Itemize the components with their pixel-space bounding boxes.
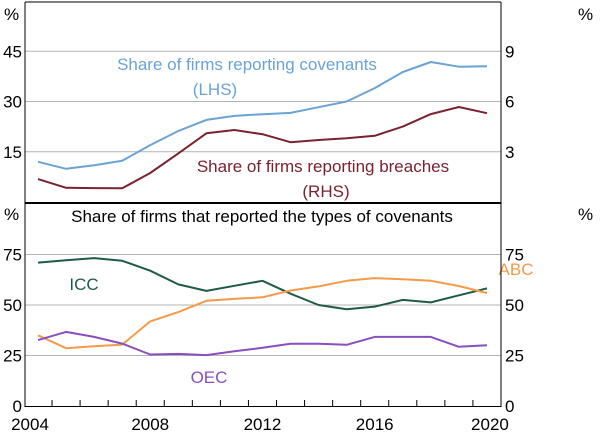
left-tick-label: 45 xyxy=(3,42,22,61)
right-tick-label: 25 xyxy=(505,347,524,366)
x-tick-label: 2016 xyxy=(356,415,394,434)
left-tick-label: 30 xyxy=(3,93,22,112)
gridlines xyxy=(25,50,501,356)
bottom-left-unit: % xyxy=(4,205,19,224)
series-line-oec xyxy=(37,330,488,357)
bottom-right-unit: % xyxy=(578,205,593,224)
covenants-series-label: Share of firms reporting covenants xyxy=(117,55,377,74)
labels: % % % % Share of firms reporting covenan… xyxy=(4,5,593,387)
top-left-unit: % xyxy=(4,5,19,24)
series-line-icc xyxy=(37,257,488,311)
breaches-series-label: Share of firms reporting breaches xyxy=(197,157,449,176)
bottom-panel-title: Share of firms that reported the types o… xyxy=(71,207,453,226)
x-tick-label: 2008 xyxy=(131,415,169,434)
series-line-abc xyxy=(37,277,488,350)
x-tick-label: 2004 xyxy=(11,415,49,434)
right-tick-label: 9 xyxy=(505,42,514,61)
left-tick-label: 50 xyxy=(3,296,22,315)
left-tick-label: 15 xyxy=(3,143,22,162)
covenants-axis-note: (LHS) xyxy=(193,80,237,99)
left-tick-label: 0 xyxy=(13,397,22,416)
top-right-unit: % xyxy=(578,5,593,24)
series-line-share-of-firms-reporting-covenants xyxy=(37,61,488,170)
right-tick-label: 0 xyxy=(505,397,514,416)
series-lines xyxy=(37,61,488,357)
x-tick-label: 2012 xyxy=(244,415,282,434)
breaches-axis-note: (RHS) xyxy=(302,182,349,201)
abc-series-label: ABC xyxy=(499,260,534,279)
frame xyxy=(24,1,502,407)
x-tick-label: 2020 xyxy=(471,415,509,434)
oec-series-label: OEC xyxy=(191,368,228,387)
left-tick-label: 75 xyxy=(3,246,22,265)
left-tick-label: 25 xyxy=(3,347,22,366)
series-line-share-of-firms-reporting-breaches xyxy=(37,106,488,190)
right-tick-label: 3 xyxy=(505,143,514,162)
right-tick-label: 6 xyxy=(505,93,514,112)
icc-series-label: ICC xyxy=(69,275,98,294)
right-tick-label: 50 xyxy=(505,296,524,315)
right-tick-label: 75 xyxy=(505,246,524,265)
axis-ticks: 15 30 45 3 6 9 0 25 50 75 0 25 50 75 2004 2008 2012 2016 2… xyxy=(3,42,524,434)
